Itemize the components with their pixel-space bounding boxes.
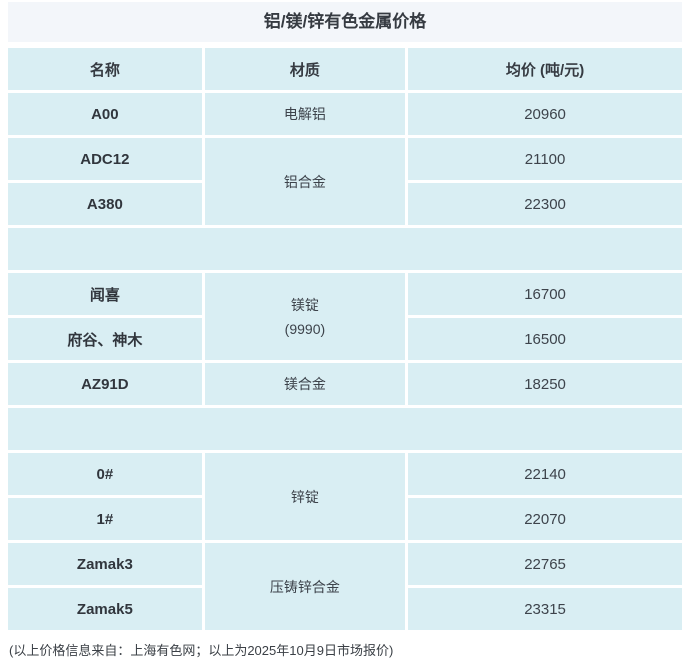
table-header-row: 名称 材质 均价 (吨/元): [8, 48, 682, 90]
price-cell: 16500: [408, 318, 682, 360]
section-spacer-row: [8, 408, 682, 450]
material-line-2: (9990): [284, 320, 326, 337]
header-price: 均价 (吨/元): [408, 48, 682, 90]
name-cell: 闻喜: [8, 273, 202, 315]
price-cell: 21100: [408, 138, 682, 180]
price-cell: 20960: [408, 93, 682, 135]
name-cell: Zamak3: [8, 543, 202, 585]
table-row: 0# 锌锭 22140: [8, 453, 682, 540]
price-cell: 16700: [408, 273, 682, 315]
table-row: AZ91D 镁合金 18250: [8, 363, 682, 405]
table-row: Zamak3 压铸锌合金 22765: [8, 543, 682, 630]
metal-price-table: 名称 材质 均价 (吨/元) A00 电解铝 20960 ADC12 铝合金 2…: [5, 45, 682, 633]
name-cell: 府谷、神木: [8, 318, 202, 360]
table-row: 闻喜 镁锭 (9990) 16700: [8, 273, 682, 360]
table-row: A00 电解铝 20960: [8, 93, 682, 135]
table-row: Zamak5 23315: [8, 588, 682, 630]
price-cell: 22070: [408, 498, 682, 540]
material-cell: 镁合金: [204, 363, 406, 405]
price-cell: 23315: [408, 588, 682, 630]
page-title: 铝/镁/锌有色金属价格: [8, 2, 682, 42]
material-cell: 电解铝: [204, 93, 406, 135]
name-cell: A00: [8, 93, 202, 135]
table-row: ADC12 铝合金 21100: [8, 138, 682, 225]
material-cell: 锌锭: [204, 453, 406, 540]
price-cell: 22300: [408, 183, 682, 225]
source-note: (以上价格信息来自：上海有色网；以上为2025年10月9日市场报价): [9, 643, 394, 658]
price-cell: 22765: [408, 543, 682, 585]
name-cell: A380: [8, 183, 202, 225]
section-spacer-row: [8, 228, 682, 270]
material-cell: 压铸锌合金: [204, 543, 406, 630]
material-cell: 铝合金: [204, 138, 406, 225]
price-cell: 18250: [408, 363, 682, 405]
page-container: 铝/镁/锌有色金属价格 名称 材质 均价 (吨/元) A00 电解铝 20960…: [8, 2, 682, 659]
spacer-cell: [8, 408, 682, 450]
name-cell: 0#: [8, 453, 202, 495]
table-row: 1# 22070: [8, 498, 682, 540]
spacer-cell: [8, 228, 682, 270]
name-cell: Zamak5: [8, 588, 202, 630]
material-line-1: 镁锭: [290, 296, 319, 313]
name-cell: ADC12: [8, 138, 202, 180]
table-row: A380 22300: [8, 183, 682, 225]
name-cell: AZ91D: [8, 363, 202, 405]
name-cell: 1#: [8, 498, 202, 540]
price-cell: 22140: [408, 453, 682, 495]
header-material: 材质: [204, 48, 406, 90]
material-cell: 镁锭 (9990): [204, 273, 406, 360]
header-name: 名称: [8, 48, 202, 90]
table-row: 府谷、神木 16500: [8, 318, 682, 360]
